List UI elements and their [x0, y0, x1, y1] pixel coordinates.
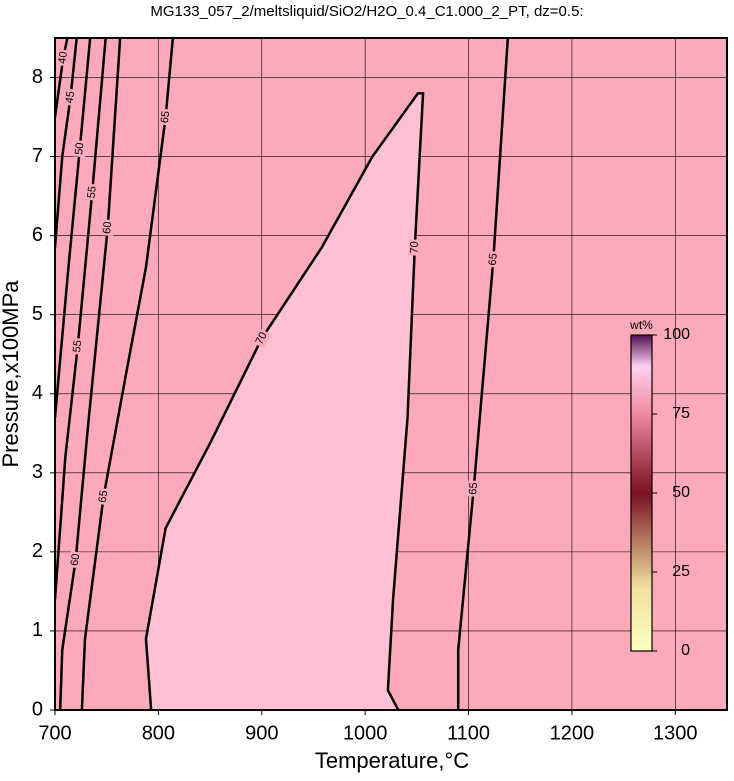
- contour-label: 65: [467, 482, 480, 495]
- contour-label-bg: [96, 487, 111, 506]
- y-tick-label: 4: [32, 382, 43, 404]
- contour-label-group: 50: [73, 140, 87, 158]
- contour-line: [55, 38, 78, 248]
- y-tick-label: 7: [32, 145, 43, 167]
- y-tick-label: 8: [32, 66, 43, 88]
- contour-label-bg: [158, 108, 173, 126]
- contour-label-bg: [85, 183, 99, 201]
- contour-label: 70: [408, 241, 421, 254]
- x-tick-label: 800: [142, 722, 175, 744]
- contour-line: [58, 38, 122, 710]
- contour-label-group: 65: [158, 108, 173, 126]
- contour-label: 60: [69, 553, 83, 567]
- contour-label: 65: [487, 253, 500, 266]
- plot-frame: [54, 37, 728, 711]
- contour-label: 60: [101, 221, 114, 234]
- y-axis-label: Pressure,x100MPa: [0, 280, 23, 468]
- y-tick-label: 1: [32, 619, 43, 641]
- x-tick-label: 1200: [550, 722, 595, 744]
- contour-label: 55: [71, 340, 84, 354]
- colorbar-tick-label: 50: [672, 484, 690, 501]
- contour-label-group: 70: [408, 239, 422, 256]
- contour-label: 65: [159, 110, 172, 124]
- contour-label-bg: [70, 337, 85, 355]
- plot-area: 404545505055556060656570706565: [55, 38, 727, 710]
- colorbar-tick-label: 75: [672, 405, 690, 422]
- y-tick-label: 0: [32, 698, 43, 720]
- contour-label-group: 65: [96, 487, 111, 506]
- contour-line: [55, 38, 92, 418]
- contour-label-bg: [63, 88, 78, 107]
- contour-label-group: 65: [466, 480, 481, 498]
- colorbar-label: wt%: [629, 318, 653, 332]
- x-axis-label: Temperature,°C: [315, 748, 469, 773]
- y-tick-label: 5: [32, 303, 43, 325]
- colorbar-tick-label: 25: [672, 563, 690, 580]
- x-tick-label: 900: [245, 722, 278, 744]
- contour-region: [145, 93, 424, 710]
- contour-label: 45: [64, 90, 78, 104]
- contour-label-group: 70: [252, 328, 271, 349]
- contour-label-group: 55: [70, 337, 85, 355]
- contour-label-group: 60: [68, 550, 83, 569]
- contour-label-bg: [252, 328, 271, 349]
- colorbar-tick-label: 100: [663, 326, 690, 343]
- contour-label-group: 55: [85, 183, 99, 201]
- contour-label: 65: [97, 490, 110, 504]
- contour-label-bg: [68, 550, 83, 569]
- contour-label-bg: [486, 250, 501, 268]
- x-tick-label: 1300: [653, 722, 698, 744]
- x-tick-label: 1000: [343, 722, 388, 744]
- contour-label: 55: [86, 185, 99, 198]
- colorbar: wt% 0 25 50 75 100: [629, 318, 690, 659]
- contour-label-bg: [408, 239, 422, 256]
- contour-label: 70: [254, 330, 270, 346]
- contour-label: 50: [73, 142, 86, 155]
- colorbar-fill: [630, 334, 653, 652]
- y-tick-label: 6: [32, 224, 43, 246]
- contour-label-bg: [73, 140, 87, 158]
- contour-label-group: 45: [63, 88, 78, 107]
- colorbar-tick-label: 0: [681, 642, 690, 659]
- contour-line: [144, 92, 425, 710]
- contour-label-group: 60: [100, 219, 115, 237]
- x-tick-label: 1100: [447, 722, 490, 744]
- contour-label-group: 40: [56, 49, 71, 67]
- contour-label: 40: [56, 51, 70, 65]
- y-tick-label: 3: [32, 461, 43, 483]
- x-tick-label: 700: [38, 722, 71, 744]
- chart-title: MG133_057_2/meltsliquid/SiO2/H2O_0.4_C1.…: [150, 3, 583, 20]
- contour-label-bg: [466, 480, 481, 498]
- contour-label-group: 65: [486, 250, 501, 268]
- y-tick-label: 2: [32, 540, 43, 562]
- contour-label-bg: [56, 49, 71, 67]
- contour-label-bg: [100, 219, 115, 237]
